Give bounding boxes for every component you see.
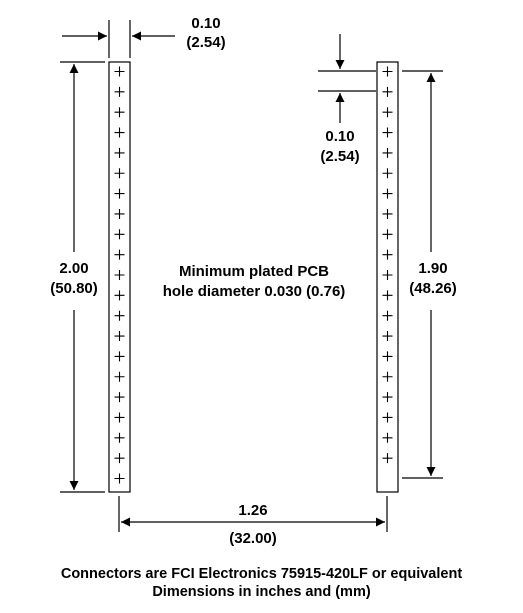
right-connector-pin (382, 66, 393, 77)
left-connector-pin (114, 229, 125, 240)
right-connector-pin (382, 229, 393, 240)
left-connector-pin (114, 168, 125, 179)
spacing-mm: (32.00) (229, 530, 277, 547)
right-length-dimension: 1.90 (48.26) (402, 70, 457, 479)
left-connector-pin (114, 310, 125, 321)
left-connector-pin (114, 473, 125, 484)
right-connector-pin (382, 107, 393, 118)
left-connector-pin (114, 351, 125, 362)
right-pitch-mm: (2.54) (320, 148, 359, 165)
spacing-inches: 1.26 (238, 502, 267, 519)
right-connector-pin (382, 371, 393, 382)
right-connector-pin (382, 412, 393, 423)
left-connector-pin (114, 432, 125, 443)
left-connector-pin (114, 208, 125, 219)
left-length-mm: (50.80) (50, 280, 98, 297)
footer-units-note: Dimensions in inches and (mm) (152, 584, 371, 600)
right-connector-pin (382, 188, 393, 199)
right-connector-pin (382, 432, 393, 443)
right-connector-pin (382, 290, 393, 301)
top-pitch-mm: (2.54) (186, 34, 225, 51)
right-connector-pin (382, 168, 393, 179)
hole-note-line2: hole diameter 0.030 (0.76) (163, 283, 346, 300)
left-connector-pin (114, 147, 125, 158)
right-connector-pin (382, 86, 393, 97)
right-connector-pins (382, 66, 393, 464)
right-length-inches: 1.90 (418, 260, 447, 277)
left-connector-pin (114, 290, 125, 301)
right-pitch-inches: 0.10 (325, 128, 354, 145)
right-connector-pin (382, 392, 393, 403)
top-pitch-inches: 0.10 (191, 15, 220, 32)
left-connector-pin (114, 331, 125, 342)
right-connector-pin (382, 127, 393, 138)
left-connector-pin (114, 453, 125, 464)
left-connector-pin (114, 392, 125, 403)
left-connector-pin (114, 86, 125, 97)
left-connector-pin (114, 107, 125, 118)
left-connector-pin (114, 270, 125, 280)
footer-connector-note: Connectors are FCI Electronics 75915-420… (60, 566, 463, 582)
left-connector-pin (114, 249, 125, 260)
spacing-dimension: 1.26 (32.00) (118, 496, 388, 547)
top-pitch-dimension: 0.10 (2.54) (62, 15, 226, 58)
left-length-inches: 2.00 (59, 260, 88, 277)
right-connector-pin (382, 249, 393, 260)
left-connector-pins (114, 66, 125, 484)
left-connector-pin (114, 412, 125, 423)
hole-note-line1: Minimum plated PCB (179, 263, 329, 280)
left-length-dimension: 2.00 (50.80) (50, 61, 105, 493)
right-pitch-dimension: 0.10 (2.54) (318, 34, 376, 165)
right-connector-pin (382, 351, 393, 362)
right-connector-pin (382, 331, 393, 342)
left-connector-pin (114, 66, 125, 77)
right-connector-pin (382, 453, 393, 464)
right-connector-pin (382, 270, 393, 280)
left-connector-pin (114, 127, 125, 138)
right-connector-pin (382, 147, 393, 158)
left-connector-pin (114, 188, 125, 199)
left-connector-pin (114, 371, 125, 382)
right-length-mm: (48.26) (409, 280, 457, 297)
right-connector-pin (382, 208, 393, 219)
right-connector-pin (382, 310, 393, 321)
